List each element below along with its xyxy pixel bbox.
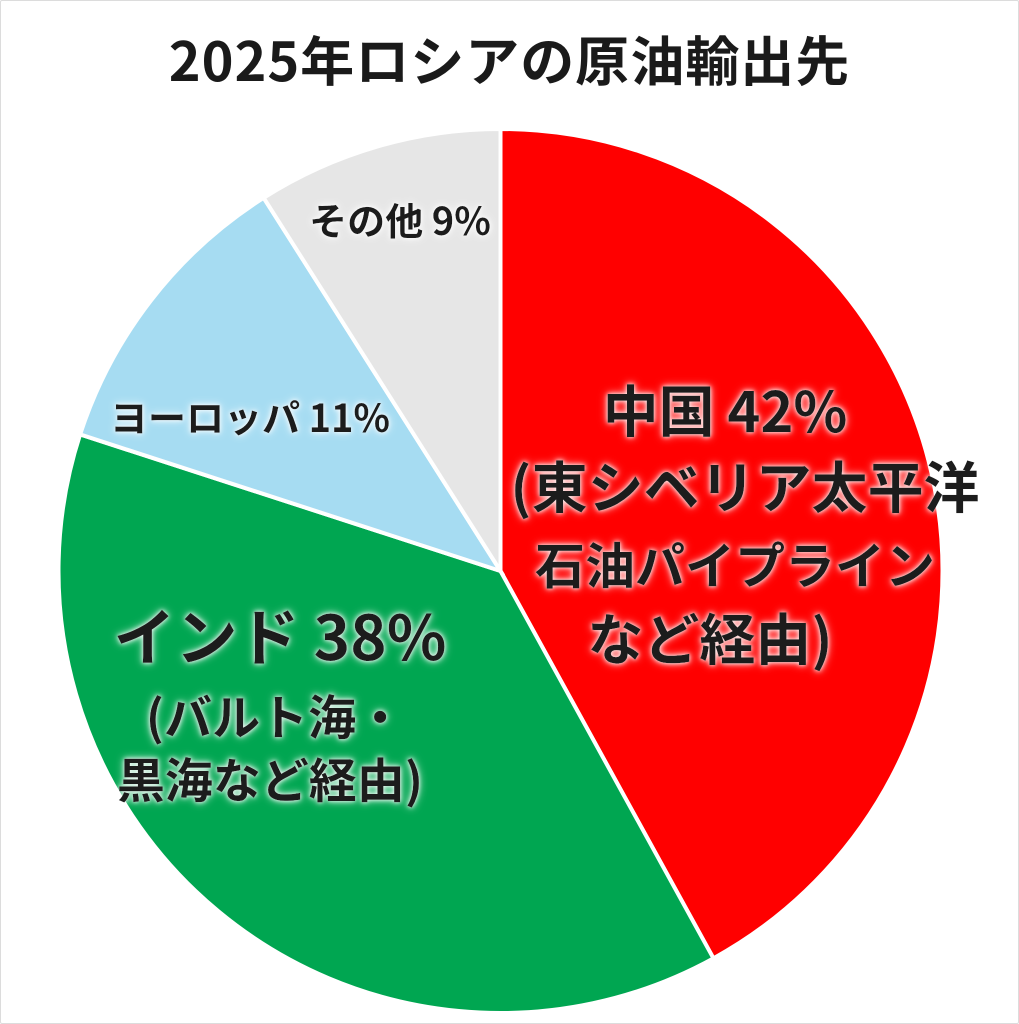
svg-text:中国 42%: 中国 42%	[603, 368, 848, 449]
svg-text:黒海など経由): 黒海など経由)	[117, 742, 423, 812]
svg-text:その他 9%: その他 9%	[309, 191, 491, 246]
svg-text:ヨーロッパ 11%: ヨーロッパ 11%	[110, 388, 390, 443]
svg-text:など経由): など経由)	[587, 596, 832, 677]
svg-text:インド 38%: インド 38%	[114, 588, 447, 678]
svg-text:(バルト海・: (バルト海・	[146, 679, 404, 749]
svg-text:(東シベリア太平洋: (東シベリア太平洋	[510, 444, 979, 525]
svg-text:石油パイプライン: 石油パイプライン	[535, 527, 935, 599]
